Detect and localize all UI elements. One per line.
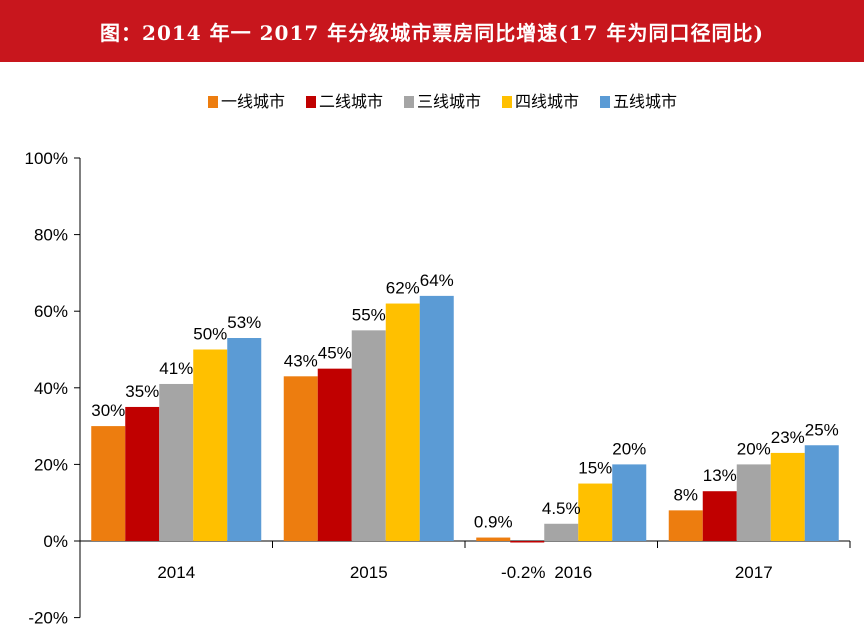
data-labels: 30%35%41%50%53% 43% 45% 55%62% 64% 0.9% -0.2% 4… [91,271,839,582]
data-label: 50% [193,325,227,344]
bar [804,445,839,541]
bar [227,338,262,541]
bar [317,368,352,541]
bar [510,541,545,543]
y-tick-label: 40% [34,379,68,398]
data-label: 55% [352,305,386,324]
legend-label-2: 二线城市 [319,92,383,111]
data-label: 62% [386,279,420,298]
bar [702,491,737,541]
data-label: 0.9% [474,513,513,532]
bar [193,349,228,541]
legend-label-4: 四线城市 [515,92,579,111]
title-bar: 图：2014 年一 2017 年分级城市票房同比增速(17 年为同口径同比) [0,0,864,62]
data-label: -0.2% [501,563,545,582]
data-label: 43% [284,351,318,370]
data-label: 41% [159,359,193,378]
legend-swatch-4 [502,96,512,108]
data-label: 20% [612,439,646,458]
chart-title: 图：2014 年一 2017 年分级城市票房同比增速(17 年为同口径同比) [100,20,764,45]
data-label: 64% [420,271,454,290]
data-label: 45% [318,344,352,363]
data-label: 25% [805,420,839,439]
bar [578,483,613,541]
data-label: 53% [227,313,261,332]
bar [668,510,703,541]
y-tick-label: 0% [43,532,68,551]
legend: 一线城市 二线城市 三线城市 四线城市 五线城市 [208,92,677,111]
data-label: 4.5% [542,499,581,518]
legend-swatch-2 [306,96,316,108]
legend-label-5: 五线城市 [613,92,677,111]
bars [91,295,839,543]
data-label: 20% [737,439,771,458]
data-label: 30% [91,401,125,420]
data-label: 35% [125,382,159,401]
bar [385,303,420,541]
chart-svg: 一线城市 二线城市 三线城市 四线城市 五线城市 100% 80% 60% 40% 20% 0% -… [25,92,851,628]
axes: 100% 80% 60% 40% 20% 0% -20% 2014 2015 2016 2017 [25,149,851,628]
bar [476,537,511,541]
y-tick-label: 60% [34,302,68,321]
data-label: 23% [771,428,805,447]
bar [770,452,805,541]
y-tick-label: 20% [34,455,68,474]
bar [351,330,386,541]
bar [736,464,771,541]
bar [125,406,160,541]
x-tick-label: 2016 [554,563,592,582]
bar [159,383,194,541]
bar [544,523,579,541]
x-tick-label: 2015 [350,563,388,582]
y-tick-label: -20% [28,609,68,628]
bar [419,295,454,541]
x-tick-label: 2014 [157,563,195,582]
y-tick-label: 80% [34,226,68,245]
legend-label-3: 三线城市 [417,92,481,111]
bar [612,464,647,541]
bar [91,426,126,541]
legend-swatch-3 [404,96,414,108]
bar [283,376,318,541]
legend-swatch-1 [208,96,218,108]
data-label: 15% [578,459,612,478]
data-label: 8% [673,485,698,504]
x-tick-label: 2017 [735,563,773,582]
legend-swatch-5 [600,96,610,108]
y-tick-label: 100% [25,149,68,168]
data-label: 13% [703,466,737,485]
legend-label-1: 一线城市 [221,92,285,111]
